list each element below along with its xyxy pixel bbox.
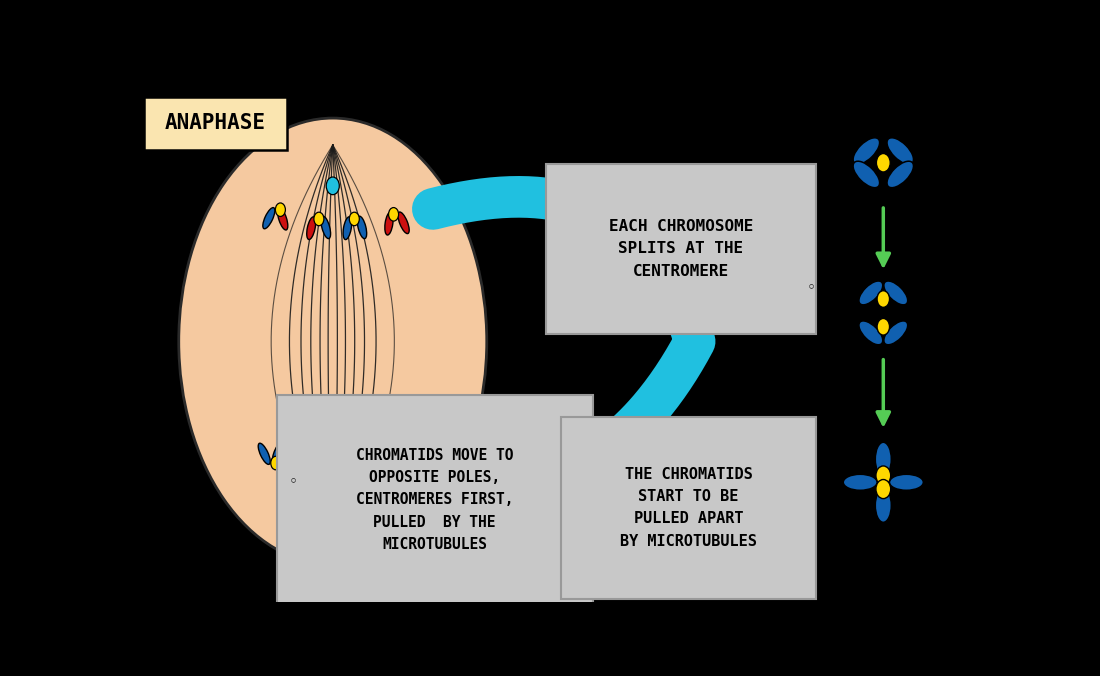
Ellipse shape [388, 208, 398, 221]
Ellipse shape [358, 216, 366, 239]
Ellipse shape [390, 456, 400, 470]
FancyBboxPatch shape [561, 417, 816, 598]
Ellipse shape [305, 435, 315, 458]
Ellipse shape [275, 203, 285, 216]
Ellipse shape [178, 118, 486, 564]
Ellipse shape [400, 443, 411, 465]
Ellipse shape [854, 161, 880, 188]
Ellipse shape [877, 318, 890, 335]
Text: EACH CHROMOSOME
SPLITS AT THE
CENTROMERE: EACH CHROMOSOME SPLITS AT THE CENTROMERE [608, 219, 754, 279]
Ellipse shape [319, 437, 329, 459]
FancyArrow shape [483, 465, 518, 513]
Ellipse shape [890, 475, 923, 490]
Text: THE CHROMATIDS
START TO BE
PULLED APART
BY MICROTUBULES: THE CHROMATIDS START TO BE PULLED APART … [620, 467, 757, 548]
Ellipse shape [398, 212, 409, 234]
Ellipse shape [350, 212, 360, 226]
Ellipse shape [321, 216, 331, 239]
FancyBboxPatch shape [276, 395, 593, 604]
Ellipse shape [327, 487, 339, 504]
Ellipse shape [859, 321, 883, 345]
FancyBboxPatch shape [144, 97, 286, 149]
Ellipse shape [263, 208, 275, 228]
Ellipse shape [887, 138, 913, 164]
Ellipse shape [385, 212, 393, 235]
Ellipse shape [859, 281, 883, 305]
Ellipse shape [877, 153, 890, 172]
Ellipse shape [343, 217, 352, 239]
Ellipse shape [312, 449, 322, 462]
Ellipse shape [327, 177, 339, 195]
Ellipse shape [877, 291, 890, 308]
Ellipse shape [387, 442, 395, 465]
Ellipse shape [351, 449, 361, 462]
Ellipse shape [344, 436, 353, 459]
Ellipse shape [359, 437, 369, 460]
Ellipse shape [307, 217, 316, 239]
Ellipse shape [272, 443, 283, 466]
FancyBboxPatch shape [546, 164, 816, 335]
Ellipse shape [854, 138, 880, 164]
Text: ANAPHASE: ANAPHASE [164, 114, 265, 133]
Ellipse shape [876, 466, 891, 485]
Text: ◦: ◦ [289, 475, 298, 490]
Ellipse shape [876, 442, 891, 476]
Ellipse shape [876, 489, 891, 523]
Ellipse shape [887, 161, 913, 188]
Ellipse shape [876, 479, 891, 499]
Ellipse shape [883, 321, 908, 345]
Ellipse shape [314, 212, 323, 226]
Text: CHROMATIDS MOVE TO
OPPOSITE POLES,
CENTROMERES FIRST,
PULLED  BY THE
MICROTUBULE: CHROMATIDS MOVE TO OPPOSITE POLES, CENTR… [355, 448, 513, 552]
Text: ◦: ◦ [806, 280, 815, 295]
Ellipse shape [883, 281, 908, 305]
Ellipse shape [258, 443, 271, 464]
Ellipse shape [277, 208, 288, 230]
Ellipse shape [271, 456, 281, 470]
Ellipse shape [844, 475, 877, 490]
